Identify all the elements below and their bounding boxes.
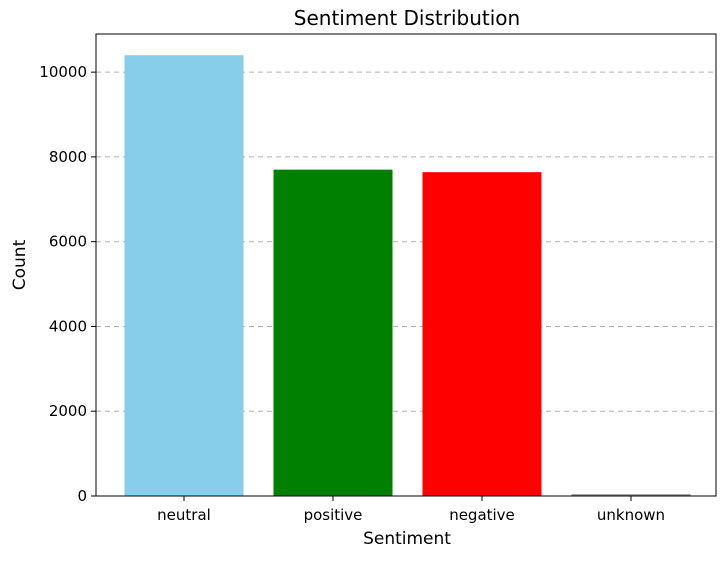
bar-neutral	[124, 55, 244, 497]
y-tick-label: 4000	[49, 317, 87, 335]
y-tick-label: 2000	[49, 402, 87, 420]
chart-title: Sentiment Distribution	[294, 6, 520, 30]
x-tick-label-neutral: neutral	[157, 506, 211, 524]
plot-frame	[95, 33, 717, 497]
bar-unknown	[571, 494, 691, 496]
y-tick-label: 10000	[39, 63, 87, 81]
y-tick-label: 0	[77, 487, 87, 505]
x-tick-label-negative: negative	[449, 506, 515, 524]
bars	[124, 55, 691, 497]
x-tick-label-positive: positive	[304, 506, 363, 524]
y-axis-ticks: 0 2000 4000 6000 8000 10000	[39, 63, 96, 505]
y-tick-label: 6000	[49, 233, 87, 251]
x-axis-label: Sentiment	[363, 529, 451, 549]
y-axis-label: Count	[10, 239, 30, 290]
x-axis-ticks: neutral positive negative unknown	[157, 496, 665, 524]
y-tick-label: 8000	[49, 148, 87, 166]
bar-negative	[422, 172, 542, 496]
x-tick-label-unknown: unknown	[597, 506, 665, 524]
bar-positive	[273, 169, 393, 496]
